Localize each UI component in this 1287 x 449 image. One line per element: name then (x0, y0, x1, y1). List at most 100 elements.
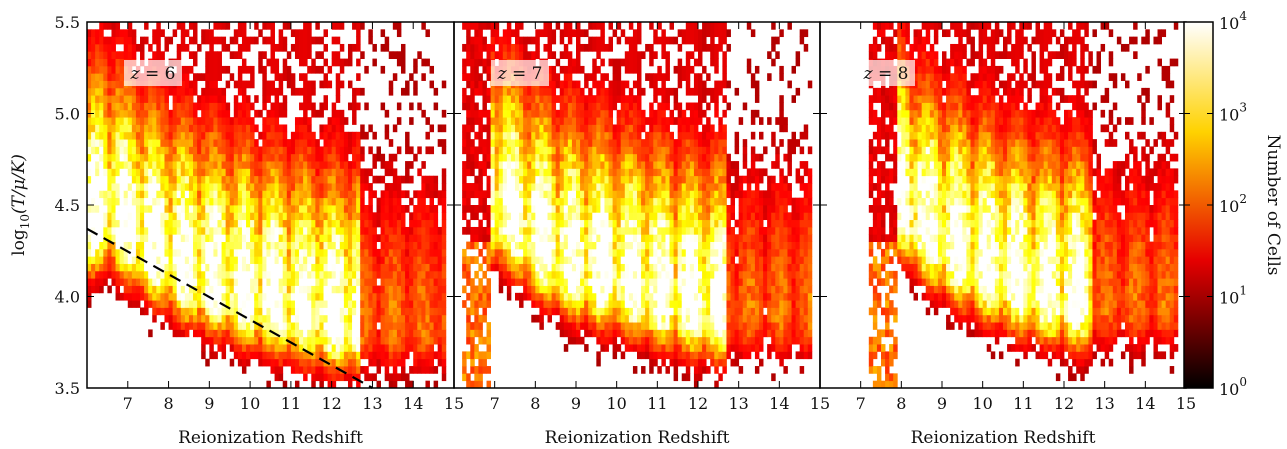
heatmap-cell (421, 358, 426, 367)
heatmap-cell (164, 102, 169, 111)
heatmap-cell (286, 190, 292, 199)
heatmap-cell (441, 358, 447, 367)
heatmap-cell (502, 43, 508, 52)
heatmap-cell (168, 146, 174, 155)
heatmap-cell (123, 29, 129, 38)
heatmap-cell (246, 351, 251, 360)
heatmap-cell (470, 109, 475, 118)
heatmap-cell (152, 270, 157, 279)
heatmap-cell (356, 131, 361, 140)
heatmap-cell (502, 87, 508, 96)
heatmap-cell (303, 146, 308, 155)
heatmap-cell (278, 307, 284, 316)
heatmap-cell (356, 322, 361, 330)
heatmap-cell (372, 314, 377, 323)
heatmap-cell (624, 190, 630, 199)
heatmap-cell (148, 153, 153, 162)
heatmap-cell (396, 373, 402, 382)
heatmap-cell (368, 36, 373, 45)
heatmap-cell (286, 212, 292, 221)
heatmap-cell (209, 322, 214, 330)
panel-z7: 7 8 9 10 11 12 13 14 15 z = 7 Reionization Redsh… (453, 21, 830, 448)
heatmap-cell (616, 87, 622, 96)
heatmap-cell (405, 329, 410, 338)
heatmap-cell (531, 314, 536, 323)
heatmap-cell (515, 124, 520, 133)
heatmap-cell (478, 292, 483, 301)
heatmap-cell (515, 153, 520, 162)
heatmap-cell (580, 161, 585, 169)
heatmap-cell (343, 344, 349, 352)
heatmap-cell (99, 168, 104, 177)
heatmap-cell (205, 139, 210, 147)
heatmap-cell (103, 256, 108, 264)
heatmap-cell (335, 219, 341, 228)
heatmap-cell (559, 329, 565, 338)
heatmap-cell (323, 248, 328, 257)
heatmap-cell (123, 139, 129, 147)
heatmap-cell (119, 36, 125, 45)
heatmap-cell (567, 322, 573, 330)
heatmap-cell (294, 358, 300, 367)
heatmap-cell (409, 212, 414, 221)
heatmap-cell (433, 329, 439, 338)
heatmap-cell (258, 183, 263, 191)
heatmap-cell (266, 329, 271, 338)
heatmap-cell (278, 300, 284, 308)
heatmap-cell (429, 205, 435, 213)
heatmap-cell (466, 124, 471, 133)
heatmap-cell (433, 314, 439, 323)
heatmap-cell (466, 95, 471, 103)
heatmap-cell (335, 146, 341, 155)
heatmap-cell (225, 234, 231, 242)
heatmap-cell (543, 43, 548, 52)
heatmap-cell (425, 29, 430, 38)
heatmap-cell (515, 219, 520, 228)
heatmap-cell (115, 51, 121, 59)
heatmap-cell (315, 300, 320, 308)
heatmap-cell (368, 183, 373, 191)
heatmap-cell (608, 336, 613, 345)
heatmap-cell (221, 153, 227, 162)
heatmap-cell (315, 322, 320, 330)
heatmap-cell (580, 87, 585, 96)
heatmap-cell (413, 256, 418, 264)
heatmap-cell (217, 219, 222, 228)
heatmap-cell (176, 292, 182, 301)
heatmap-cell (250, 102, 255, 111)
heatmap-cell (213, 124, 218, 133)
heatmap-cell (99, 241, 104, 250)
heatmap-cell (425, 314, 430, 323)
heatmap-cell (95, 95, 100, 103)
heatmap-cell (286, 314, 292, 323)
heatmap-cell (506, 219, 512, 228)
heatmap-cell (482, 95, 487, 103)
heatmap-cell (258, 270, 263, 279)
panel-label-var: z (130, 64, 141, 84)
heatmap-cell (555, 278, 561, 286)
heatmap-cell (482, 212, 487, 221)
heatmap-cell (193, 307, 198, 316)
heatmap-cell (478, 300, 483, 308)
heatmap-cell (637, 226, 642, 235)
heatmap-cell (519, 248, 524, 257)
heatmap-cell (201, 117, 206, 125)
heatmap-cell (409, 278, 414, 286)
y-axis-title: log10(T/μ/K) (9, 154, 32, 256)
heatmap-cell (103, 205, 108, 213)
heatmap-cell (539, 190, 544, 199)
heatmap-cell (123, 153, 129, 162)
heatmap-cell (356, 373, 361, 382)
heatmap-cell (567, 285, 573, 294)
heatmap-cell (184, 65, 190, 74)
heatmap-cell (559, 29, 565, 38)
heatmap-cell (286, 285, 292, 294)
heatmap-cell (107, 248, 112, 257)
heatmap-cell (612, 300, 618, 308)
heatmap-cell (339, 219, 345, 228)
heatmap-cell (135, 109, 141, 118)
heatmap-cell (588, 73, 593, 81)
heatmap-cell (376, 380, 381, 389)
heatmap-cell (115, 241, 121, 250)
heatmap-cell (356, 248, 361, 257)
